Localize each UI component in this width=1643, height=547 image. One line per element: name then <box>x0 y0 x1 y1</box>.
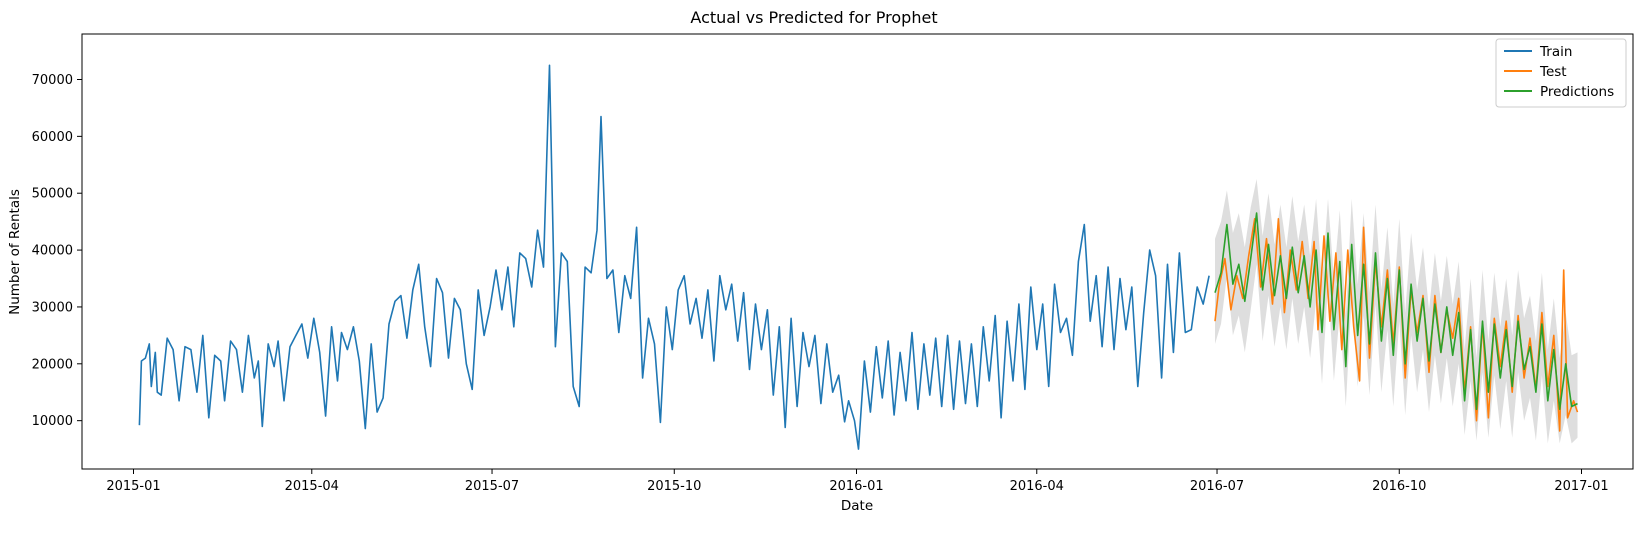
series-line-train <box>138 64 1210 450</box>
y-tick-label: 10000 <box>32 414 73 429</box>
y-axis: 10000 20000 30000 40000 50000 60000 70000 <box>32 73 82 429</box>
x-tick-label: 2016-07 <box>1190 479 1244 494</box>
y-axis-title: Number of Rentals <box>7 189 23 315</box>
x-axis: 2015-01 2015-04 2015-07 2015-10 2016-01 2016-… <box>106 469 1609 494</box>
x-tick-label: 2015-07 <box>465 479 519 494</box>
y-tick-label: 60000 <box>32 130 73 145</box>
chart-title: Actual vs Predicted for Prophet <box>690 8 937 27</box>
x-tick-label: 2015-10 <box>647 479 701 494</box>
legend-label-test: Test <box>1539 64 1567 80</box>
y-tick-label: 30000 <box>32 300 73 315</box>
x-tick-label: 2016-01 <box>829 479 883 494</box>
x-tick-label: 2016-04 <box>1010 479 1064 494</box>
x-tick-label: 2017-01 <box>1554 479 1608 494</box>
y-tick-label: 70000 <box>32 73 73 88</box>
x-tick-label: 2015-04 <box>285 479 339 494</box>
plot-frame <box>81 33 1634 470</box>
x-tick-label: 2016-10 <box>1372 479 1426 494</box>
x-tick-label: 2015-01 <box>106 479 160 494</box>
series-layer <box>138 64 1579 450</box>
x-axis-title: Date <box>841 498 873 514</box>
y-tick-label: 40000 <box>32 244 73 259</box>
legend-label-train: Train <box>1539 44 1572 60</box>
legend: Train Test Predictions <box>1495 38 1627 108</box>
y-tick-label: 50000 <box>32 187 73 202</box>
series-line-predictions <box>1214 212 1578 411</box>
y-tick-label: 20000 <box>32 357 73 372</box>
legend-label-predictions: Predictions <box>1540 84 1614 100</box>
